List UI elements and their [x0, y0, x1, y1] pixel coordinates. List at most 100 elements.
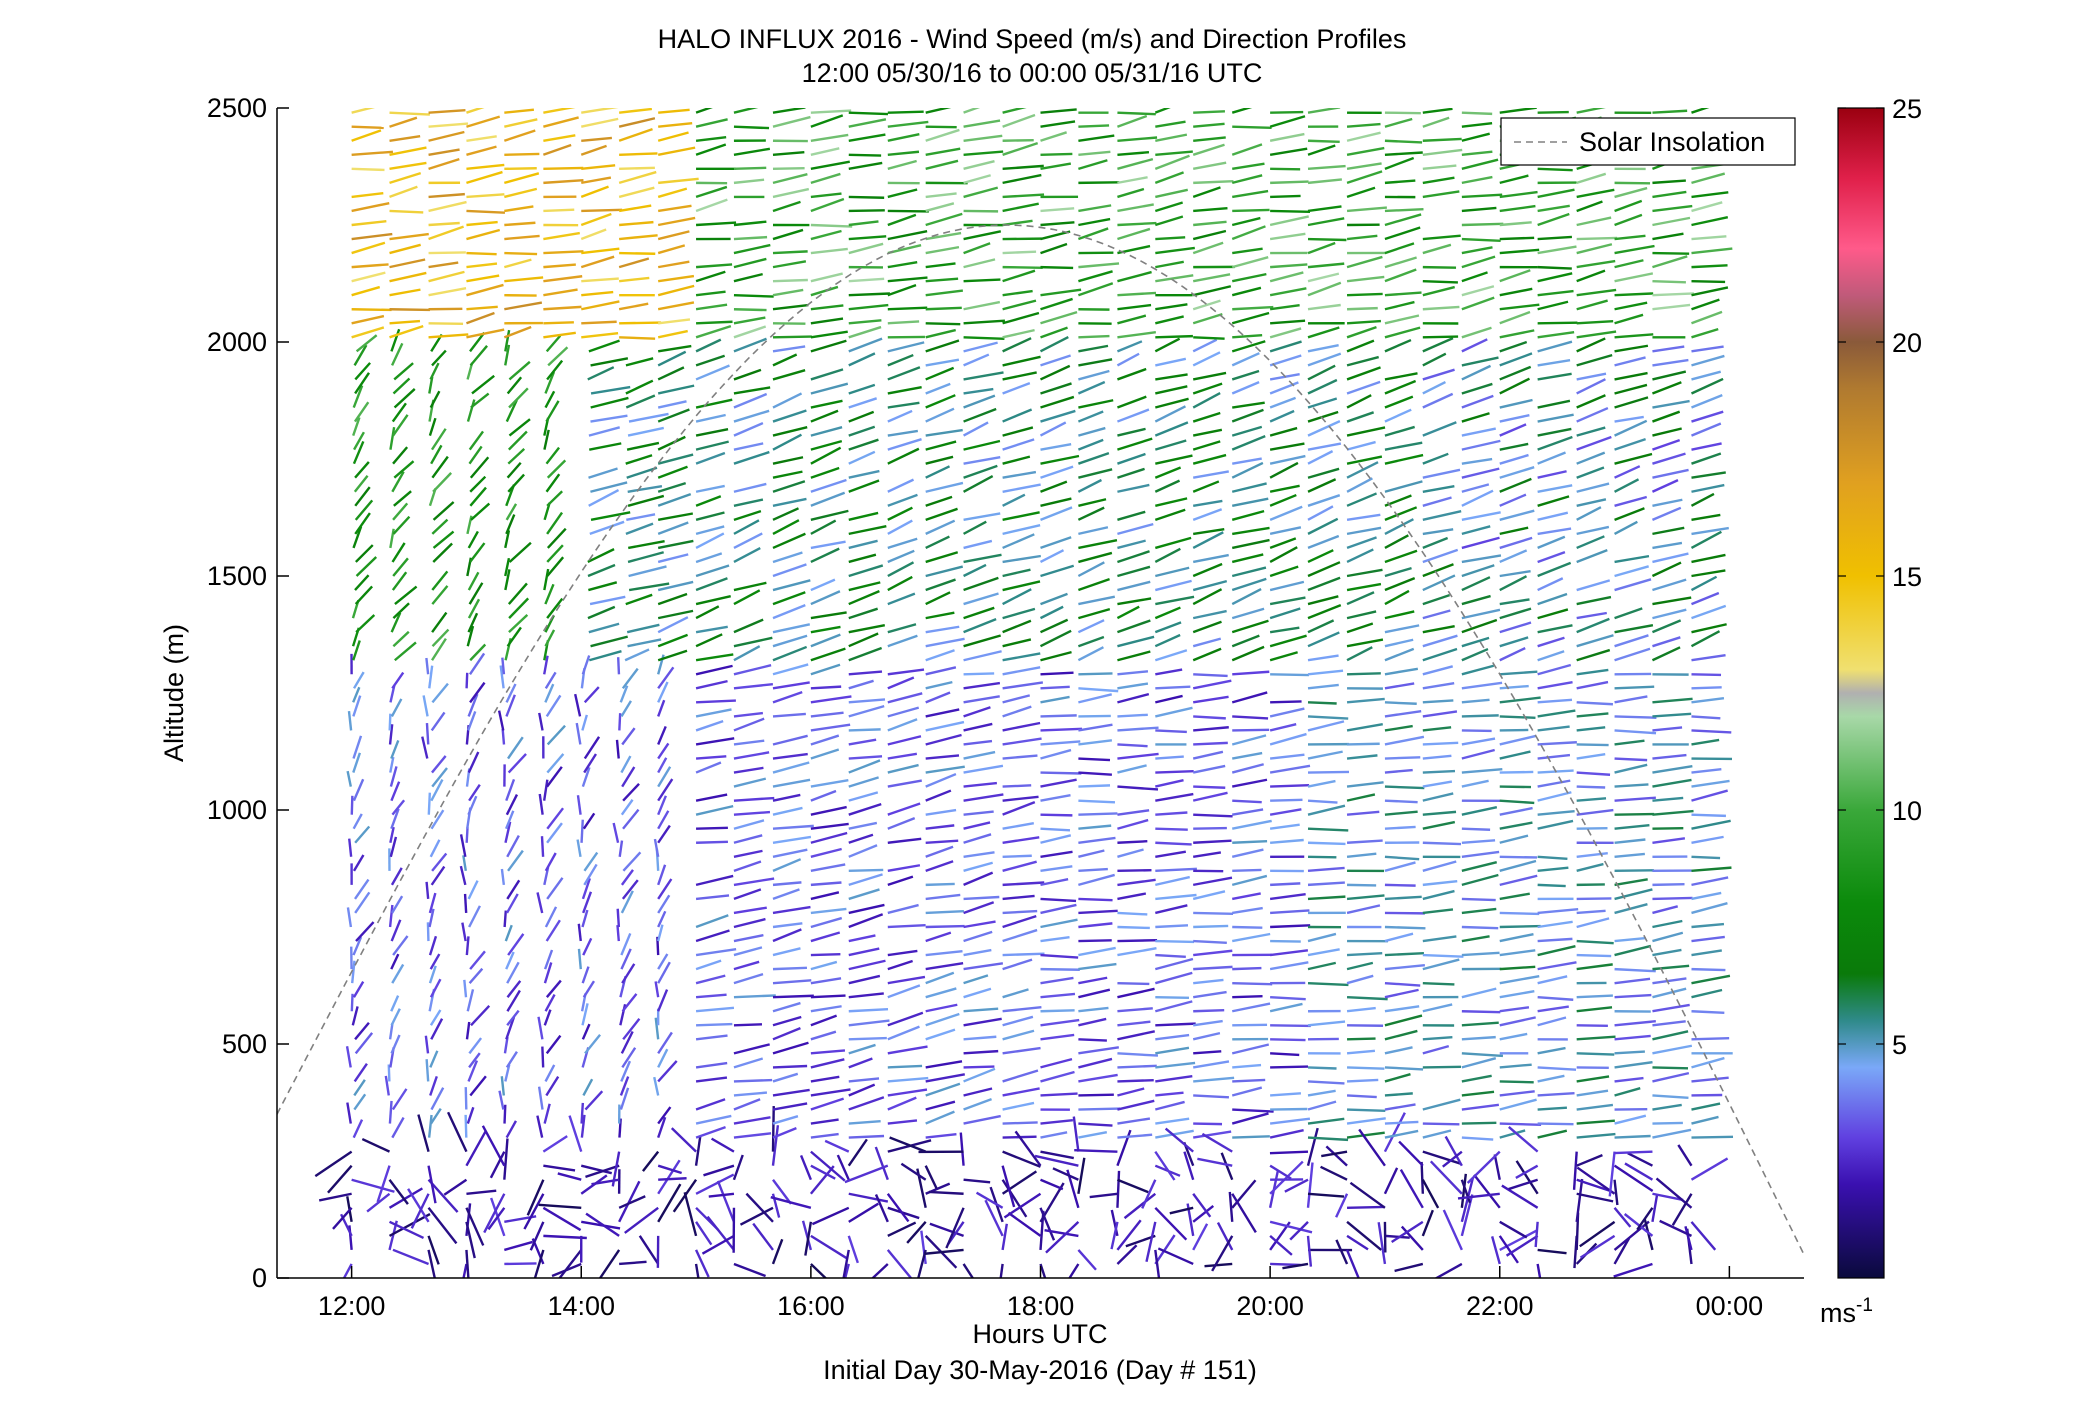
wind-barb: [925, 962, 964, 971]
wind-barb: [1460, 1177, 1475, 1223]
wind-barb: [546, 527, 567, 549]
wind-barb: [706, 1215, 735, 1251]
wind-barb: [1537, 937, 1573, 943]
wind-barb: [352, 981, 365, 998]
wind-barb: [1346, 582, 1382, 592]
wind-barb: [1110, 1221, 1119, 1250]
wind-barb: [1117, 713, 1148, 718]
wind-barb: [1576, 498, 1607, 507]
wind-barb: [466, 1106, 475, 1124]
wind-barb: [1384, 610, 1415, 620]
wind-barb: [1077, 380, 1106, 395]
wind-barb: [810, 147, 840, 156]
wind-barb: [1346, 206, 1387, 213]
wind-barb: [963, 512, 1001, 522]
wind-barb: [1691, 697, 1725, 704]
wind-barb: [504, 172, 540, 185]
wind-barb: [1002, 881, 1045, 887]
wind-barb: [487, 1207, 506, 1231]
wind-barb: [1321, 1150, 1348, 1158]
wind-barb: [696, 1022, 733, 1027]
wind-barb: [543, 949, 554, 970]
wind-barb: [657, 609, 694, 620]
wind-barb: [1116, 408, 1150, 423]
wind-barb: [924, 1248, 964, 1255]
wind-barb: [1270, 263, 1308, 269]
wind-barb: [695, 1098, 726, 1111]
wind-barb: [1002, 638, 1032, 648]
wind-barb: [1269, 493, 1297, 507]
wind-barb: [466, 262, 498, 269]
wind-barb: [772, 288, 804, 297]
wind-barb: [346, 1102, 352, 1124]
wind-barb: [1074, 1148, 1118, 1153]
wind-barb: [1384, 810, 1418, 816]
wind-barb: [581, 1003, 589, 1026]
wind-barb: [810, 891, 840, 901]
wind-barb: [574, 693, 582, 717]
wind-barb: [1155, 875, 1190, 887]
wind-barb: [417, 1114, 430, 1152]
wind-barb: [1691, 1115, 1719, 1125]
wind-barb: [1192, 161, 1227, 171]
wind-barb: [1614, 1020, 1656, 1027]
wind-barb: [1269, 354, 1302, 367]
wind-barb: [683, 1192, 698, 1237]
wind-barb: [771, 1238, 784, 1265]
wind-barb: [810, 446, 842, 465]
wind-barb: [1117, 291, 1157, 297]
wind-barb: [1123, 1192, 1157, 1220]
wind-barb: [1307, 549, 1334, 564]
wind-barb: [1384, 534, 1409, 549]
wind-barb: [1157, 1247, 1194, 1266]
wind-barb: [1002, 299, 1037, 311]
wind-barb: [466, 170, 503, 185]
wind-barb: [392, 446, 409, 465]
wind-barb: [543, 166, 584, 171]
wind-barb: [314, 1150, 353, 1178]
wind-barb: [619, 276, 650, 283]
wind-barb: [963, 353, 990, 367]
wind-barb: [925, 519, 956, 535]
wind-barb: [925, 535, 950, 550]
wind-barb: [1117, 1007, 1153, 1013]
wind-barb: [351, 1006, 359, 1026]
wind-barb: [580, 144, 607, 156]
wind-barb: [1346, 996, 1388, 1001]
wind-barb: [1461, 594, 1491, 606]
wind-barb: [352, 1119, 364, 1139]
wind-barb: [1614, 272, 1654, 283]
wind-barb: [1192, 371, 1227, 381]
wind-barb: [504, 569, 511, 591]
wind-barb: [695, 532, 725, 549]
wind-barb: [1232, 932, 1271, 943]
wind-barb: [1269, 1220, 1313, 1234]
wind-barb: [695, 290, 726, 297]
wind-barb: [546, 807, 565, 830]
wind-barb: [1384, 207, 1424, 213]
wind-barb: [390, 698, 403, 717]
wind-barb: [1691, 526, 1729, 536]
wind-barb: [959, 1132, 965, 1166]
wind-barb: [1346, 146, 1385, 156]
wind-barb: [1155, 996, 1190, 999]
wind-barb: [391, 542, 406, 563]
wind-barb: [733, 888, 762, 901]
wind-barb: [1270, 838, 1304, 844]
wind-barb: [1232, 125, 1272, 130]
wind-barb: [352, 778, 365, 802]
wind-barb: [1155, 694, 1183, 704]
wind-barb: [772, 1102, 808, 1111]
wind-barb: [963, 722, 993, 732]
wind-barb: [772, 1072, 799, 1083]
wind-barb: [1422, 625, 1455, 634]
wind-barb: [1422, 769, 1456, 774]
wind-barb: [1002, 265, 1043, 269]
wind-barb: [1269, 147, 1308, 156]
wind-barb: [963, 539, 993, 550]
wind-barb: [1307, 750, 1343, 760]
wind-barb: [1232, 457, 1262, 465]
wind-barb: [1231, 1193, 1257, 1234]
wind-barb: [1307, 352, 1342, 367]
wind-barb: [352, 854, 365, 872]
